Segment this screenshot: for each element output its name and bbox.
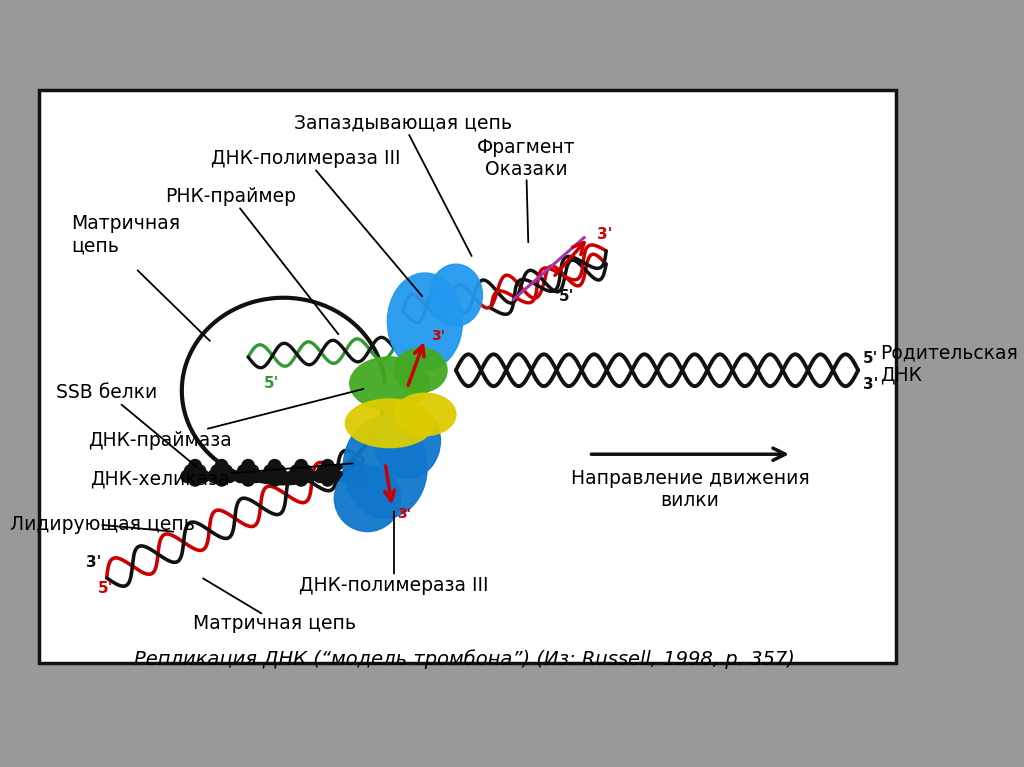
Circle shape xyxy=(184,465,197,477)
Ellipse shape xyxy=(394,393,456,436)
Ellipse shape xyxy=(394,348,447,393)
Circle shape xyxy=(264,465,276,477)
Circle shape xyxy=(268,474,281,486)
Text: РНК-праймер: РНК-праймер xyxy=(165,186,338,334)
Ellipse shape xyxy=(343,416,427,518)
Text: 3': 3' xyxy=(862,377,878,392)
Circle shape xyxy=(188,459,202,472)
Circle shape xyxy=(295,459,307,472)
Text: Репликация ДНК (“модель тромбона”) (Из: Russell, 1998, p. 357): Репликация ДНК (“модель тромбона”) (Из: … xyxy=(134,650,796,669)
Circle shape xyxy=(299,465,311,477)
Ellipse shape xyxy=(429,264,482,326)
Text: Матричная цепь: Матричная цепь xyxy=(194,614,356,634)
Text: 3': 3' xyxy=(86,555,101,570)
Text: 5': 5' xyxy=(264,376,280,391)
Text: ДНК-полимераза III: ДНК-полимераза III xyxy=(299,575,488,594)
Text: 3': 3' xyxy=(431,329,445,343)
Circle shape xyxy=(250,470,262,482)
Circle shape xyxy=(322,474,334,486)
Circle shape xyxy=(348,474,360,486)
Text: Матричная
цепь: Матричная цепь xyxy=(72,215,180,255)
Circle shape xyxy=(268,459,281,472)
Circle shape xyxy=(215,474,227,486)
Text: ДНК-праймаза: ДНК-праймаза xyxy=(88,389,364,450)
Ellipse shape xyxy=(374,403,440,479)
Circle shape xyxy=(352,465,365,477)
Circle shape xyxy=(220,465,232,477)
Circle shape xyxy=(238,465,250,477)
Text: 3': 3' xyxy=(397,507,412,522)
Circle shape xyxy=(181,470,194,482)
FancyBboxPatch shape xyxy=(39,90,896,663)
Ellipse shape xyxy=(350,357,429,410)
Ellipse shape xyxy=(387,273,463,370)
Circle shape xyxy=(247,465,259,477)
Circle shape xyxy=(197,470,209,482)
Circle shape xyxy=(272,465,286,477)
Text: ДНК-полимераза III: ДНК-полимераза III xyxy=(211,149,422,296)
Circle shape xyxy=(242,459,254,472)
Circle shape xyxy=(260,470,272,482)
Circle shape xyxy=(330,470,342,482)
Text: Направление движения
вилки: Направление движения вилки xyxy=(570,469,810,510)
Circle shape xyxy=(287,470,299,482)
Circle shape xyxy=(356,470,369,482)
Circle shape xyxy=(242,474,254,486)
Ellipse shape xyxy=(345,399,434,448)
Text: Родительская
ДНК: Родительская ДНК xyxy=(881,344,1018,384)
Text: Лидирующая цепь: Лидирующая цепь xyxy=(10,515,195,535)
Circle shape xyxy=(322,459,334,472)
Text: 5': 5' xyxy=(98,581,114,596)
Circle shape xyxy=(326,465,338,477)
Circle shape xyxy=(208,470,220,482)
Text: SSB белки: SSB белки xyxy=(56,383,197,466)
Circle shape xyxy=(344,465,356,477)
Circle shape xyxy=(194,465,206,477)
Text: 3': 3' xyxy=(597,228,612,242)
Text: 5': 5' xyxy=(559,289,574,304)
Circle shape xyxy=(276,470,289,482)
Ellipse shape xyxy=(334,466,400,532)
Circle shape xyxy=(188,474,202,486)
Circle shape xyxy=(303,470,315,482)
Text: 5': 5' xyxy=(862,351,878,367)
Text: Фрагмент
Оказаки: Фрагмент Оказаки xyxy=(477,137,575,179)
Circle shape xyxy=(340,470,352,482)
Text: Запаздывающая цепь: Запаздывающая цепь xyxy=(294,114,512,256)
Circle shape xyxy=(215,459,227,472)
Circle shape xyxy=(291,465,303,477)
Circle shape xyxy=(233,470,247,482)
Circle shape xyxy=(313,470,326,482)
Circle shape xyxy=(295,474,307,486)
Circle shape xyxy=(348,459,360,472)
Circle shape xyxy=(211,465,223,477)
Circle shape xyxy=(223,470,236,482)
Text: ДНК-хеликаза: ДНК-хеликаза xyxy=(90,463,352,489)
Circle shape xyxy=(317,465,330,477)
